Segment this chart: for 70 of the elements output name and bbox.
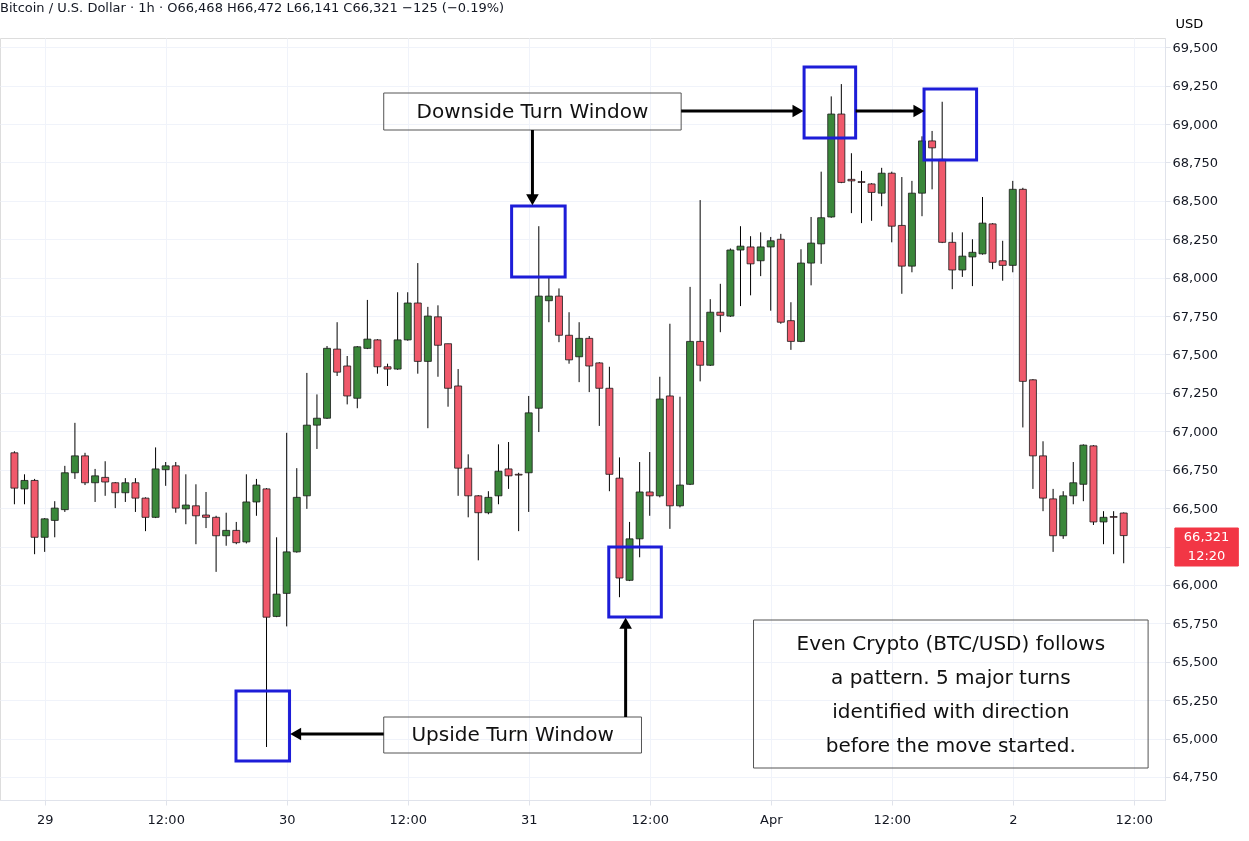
- candlestick: [958, 231, 967, 278]
- candlestick: [716, 283, 725, 333]
- candlestick: [766, 236, 775, 312]
- candlestick: [333, 321, 342, 377]
- text: 66,321: [1183, 529, 1230, 544]
- candlestick: [877, 167, 886, 207]
- y-tick-label: 69,500: [1172, 39, 1218, 55]
- x-tick-label: 31: [520, 811, 538, 827]
- candlestick: [756, 231, 765, 277]
- candlestick: [40, 517, 49, 553]
- y-tick-label: 67,000: [1172, 423, 1218, 439]
- y-axis-title: USD: [1175, 15, 1204, 31]
- candlestick: [998, 240, 1007, 282]
- x-tick-label: 12:00: [147, 811, 185, 827]
- y-tick-label: 64,750: [1172, 769, 1218, 785]
- candlestick: [161, 461, 170, 487]
- annotation: Upside Turn Window: [411, 722, 614, 746]
- candlestick: [928, 130, 936, 190]
- candlestick: [676, 396, 684, 508]
- candlestick: [192, 483, 200, 545]
- candlestick: [71, 422, 79, 480]
- x-tick-label: 12:00: [1115, 811, 1154, 827]
- candlestick: [91, 468, 99, 503]
- y-tick-label: 66,000: [1172, 577, 1218, 593]
- candlestick: [1119, 511, 1128, 564]
- y-tick-label: 69,250: [1172, 78, 1218, 94]
- x-tick-label: 12:00: [389, 811, 427, 827]
- y-tick-label: 69,000: [1172, 116, 1218, 132]
- candlestick: [313, 393, 321, 450]
- x-tick-label: 29: [36, 811, 54, 827]
- x-tick-label: 30: [278, 811, 296, 827]
- candlestick: [645, 451, 654, 517]
- candlestick: [202, 491, 210, 529]
- candlestick: [232, 521, 241, 545]
- candlestick: [787, 301, 795, 351]
- y-tick-label: 65,250: [1172, 692, 1218, 708]
- candlestick: [474, 494, 483, 561]
- candlestick: [50, 500, 59, 538]
- candlestick: [101, 460, 110, 497]
- annotation: Even Crypto (BTC/USD) follows a pattern. 5 major turns identified with direction before the move started.: [796, 631, 1106, 757]
- y-tick-label: 67,500: [1172, 346, 1218, 362]
- candlestick: [222, 512, 231, 547]
- candlestick: [484, 490, 493, 515]
- y-tick-label: 66,750: [1172, 462, 1218, 478]
- x-tick-label: 2: [1009, 811, 1018, 827]
- candlestick: [575, 321, 584, 383]
- y-tick-label: 68,750: [1172, 154, 1218, 170]
- annotation: Downside Turn Window: [416, 99, 649, 123]
- candlestick: [696, 199, 705, 382]
- x-tick-label: 12:00: [873, 811, 911, 827]
- y-tick-label: 68,000: [1172, 270, 1218, 286]
- text: 12:20: [1187, 548, 1226, 563]
- candlestick: [181, 473, 190, 525]
- candlestick: [212, 515, 220, 573]
- y-tick-label: 68,250: [1172, 231, 1218, 247]
- y-tick-label: 66,500: [1172, 500, 1218, 516]
- y-tick-label: 68,500: [1172, 193, 1218, 209]
- x-tick-label: 12:00: [631, 811, 669, 827]
- candlestick: [111, 481, 120, 509]
- y-tick-label: 65,500: [1172, 654, 1218, 670]
- y-tick-label: 67,250: [1172, 385, 1218, 401]
- chart-title: Bitcoin / U.S. Dollar · 1h · O66,468 H66,472 L66,141 C66,321 −125 (−0.19%): [0, 0, 505, 15]
- candlestick: [121, 477, 130, 503]
- y-tick-label: 67,750: [1172, 308, 1218, 324]
- candlestick: [1069, 461, 1078, 505]
- y-tick-label: 65,000: [1172, 731, 1218, 747]
- candlestick: [807, 216, 815, 286]
- x-tick-label: Apr: [759, 811, 784, 827]
- candlestick: [867, 182, 876, 222]
- y-tick-label: 65,750: [1172, 615, 1218, 631]
